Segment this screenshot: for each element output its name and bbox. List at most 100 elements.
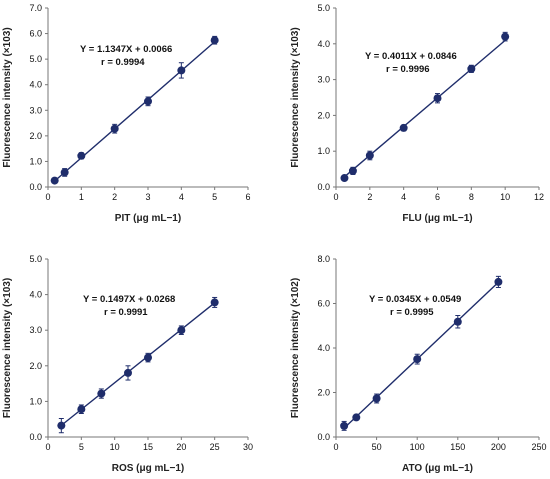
x-tick-label: 10 [110,442,120,452]
chart-panel-4: 0.0 2.0 4.0 6.0 8.0 0 50 100 150 200 250 ATO (μg mL… [290,254,547,474]
x-tick-label: 2 [112,192,117,202]
data-point [399,123,408,132]
data-point [124,368,132,377]
data-point [177,66,186,75]
data-point [501,32,510,41]
data-point [97,389,106,398]
regression-equation: Y = 1.1347X + 0.0066 [80,44,172,55]
y-axis-label: Fluorescence intensity (×102) [290,278,301,418]
x-tick-label: 4 [179,192,184,202]
data-point [57,421,66,430]
data-point [60,168,69,177]
x-axis-label: ATO (μg mL−1) [402,463,473,474]
x-axis-label: ROS (μg mL−1) [112,463,185,474]
data-point [77,151,86,160]
regression-equation: Y = 0.4011X + 0.0846 [365,51,457,62]
y-tick-label: 3.0 [29,325,42,335]
data-point [177,326,186,335]
data-point [210,36,219,45]
y-tick-label: 2.0 [317,110,330,120]
regression-equation: Y = 0.1497X + 0.0268 [83,294,175,305]
data-point [365,151,374,160]
x-tick-label: 3 [145,192,150,202]
correlation-coefficient: r = 0.9991 [104,307,148,318]
chart-panel-1: 0.0 1.0 2.0 3.0 4.0 5.0 6.0 7.0 0 1 2 3 4 5 6 PIT (μg m… [2,3,251,224]
x-tick-label: 8 [469,192,474,202]
y-axis-label: Fluorescence intensity (×103) [2,27,13,167]
x-tick-label: 150 [450,442,465,452]
chart-panel-3: 0.0 1.0 2.0 3.0 4.0 5.0 0 5 10 15 20 25 30 ROS (μg mL… [2,254,253,474]
data-point [210,298,219,307]
data-point [467,64,476,73]
y-tick-label: 3.0 [317,75,330,85]
data-point [413,355,422,364]
x-tick-label: 0 [333,442,338,452]
y-tick-label: 5.0 [29,54,42,64]
y-tick-label: 1.0 [29,396,42,406]
y-tick-label: 2.0 [317,388,330,398]
x-tick-label: 15 [143,442,153,452]
x-axis-label: PIT (μg mL−1) [115,213,181,224]
data-point [348,166,357,175]
data-point [453,317,462,326]
correlation-coefficient: r = 0.9995 [390,307,434,318]
regression-equation: Y = 0.0345X + 0.0549 [369,294,461,305]
correlation-coefficient: r = 0.9994 [101,57,145,68]
y-tick-label: 4.0 [317,343,330,353]
data-point [352,413,361,422]
y-tick-label: 8.0 [317,254,330,264]
correlation-coefficient: r = 0.9996 [386,64,430,75]
x-tick-label: 25 [210,442,220,452]
regression-line [60,302,216,426]
regression-line [343,281,499,429]
y-tick-label: 0.0 [29,432,42,442]
data-point [340,421,349,430]
y-tick-label: 4.0 [29,290,42,300]
y-tick-label: 4.0 [317,39,330,49]
y-axis-label: Fluorescence intensity (×103) [290,27,301,167]
x-tick-label: 5 [79,442,84,452]
x-tick-label: 6 [435,192,440,202]
y-tick-label: 7.0 [29,3,42,13]
x-tick-label: 4 [401,192,406,202]
x-tick-label: 50 [372,442,382,452]
x-tick-label: 200 [491,442,506,452]
y-tick-label: 3.0 [29,105,42,115]
x-tick-label: 30 [243,442,253,452]
x-tick-label: 0 [45,442,50,452]
data-point [494,277,503,286]
y-tick-label: 5.0 [317,3,330,13]
x-tick-label: 1 [79,192,84,202]
x-tick-label: 0 [45,192,50,202]
x-tick-label: 100 [410,442,425,452]
x-tick-label: 6 [245,192,250,202]
chart-panel-2: 0.0 1.0 2.0 3.0 4.0 5.0 0 2 4 6 8 10 12 FLU (μg mL−1)… [290,3,544,224]
data-point [110,124,119,133]
y-axis-label: Fluorescence intensity (×103) [2,278,13,418]
y-tick-label: 6.0 [317,299,330,309]
data-point [372,394,381,403]
data-point [144,97,152,106]
y-tick-label: 0.0 [29,182,42,192]
y-tick-label: 5.0 [29,254,42,264]
data-point [433,94,442,103]
x-tick-label: 20 [176,442,186,452]
y-tick-label: 4.0 [29,80,42,90]
x-tick-label: 5 [212,192,217,202]
y-tick-label: 2.0 [29,131,42,141]
x-tick-label: 0 [333,192,338,202]
y-tick-label: 0.0 [317,182,330,192]
y-tick-label: 0.0 [317,432,330,442]
data-point [340,174,349,183]
x-tick-label: 12 [534,192,544,202]
y-tick-label: 1.0 [317,146,330,156]
data-point [50,176,59,185]
y-tick-label: 1.0 [29,156,42,166]
data-point [77,405,86,414]
x-tick-label: 2 [367,192,372,202]
x-axis-label: FLU (μg mL−1) [402,213,472,224]
data-point [144,353,152,362]
x-tick-label: 10 [500,192,510,202]
x-tick-label: 250 [531,442,546,452]
